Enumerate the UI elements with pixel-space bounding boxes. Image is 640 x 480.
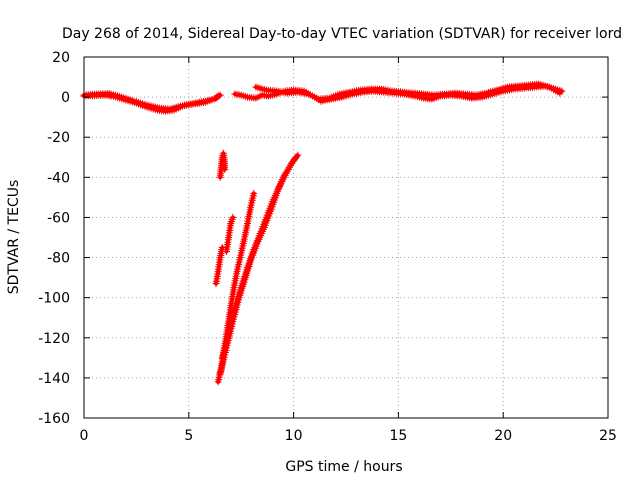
y-tick-label: -20 — [47, 130, 70, 146]
grid — [84, 57, 608, 418]
axis-ticks: 0 5 10 15 20 25 -160 -140 -120 -100 -80 -60 -40 -20 0 2… — [38, 50, 617, 444]
series-markers — [218, 151, 302, 362]
series-markers — [216, 149, 229, 181]
y-tick-label: -60 — [47, 210, 70, 226]
series-markers — [252, 80, 564, 103]
x-tick-label: 10 — [285, 428, 303, 444]
chart-title: Day 268 of 2014, Sidereal Day-to-day VTE… — [62, 26, 622, 42]
y-axis-label: SDTVAR / TECUs — [6, 180, 22, 295]
series-trace — [220, 153, 300, 360]
y-tick-label: -40 — [47, 170, 70, 186]
x-tick-label: 5 — [184, 428, 193, 444]
y-tick-label: -120 — [38, 331, 70, 347]
series-markers — [212, 244, 226, 288]
y-tick-label: -140 — [38, 371, 70, 387]
y-tick-label: -100 — [38, 291, 70, 307]
data-points — [80, 80, 566, 386]
y-tick-label: -160 — [38, 411, 70, 427]
series-trace — [218, 155, 298, 376]
x-tick-label: 25 — [599, 428, 617, 444]
y-tick-label: 0 — [61, 90, 70, 106]
series-markers — [223, 213, 237, 255]
x-tick-label: 15 — [389, 428, 407, 444]
x-tick-label: 0 — [80, 428, 89, 444]
y-tick-label: -80 — [47, 251, 70, 267]
x-axis-label: GPS time / hours — [285, 459, 402, 475]
plot-frame — [83, 56, 609, 419]
y-tick-label: 20 — [52, 50, 70, 66]
x-tick-label: 20 — [494, 428, 512, 444]
